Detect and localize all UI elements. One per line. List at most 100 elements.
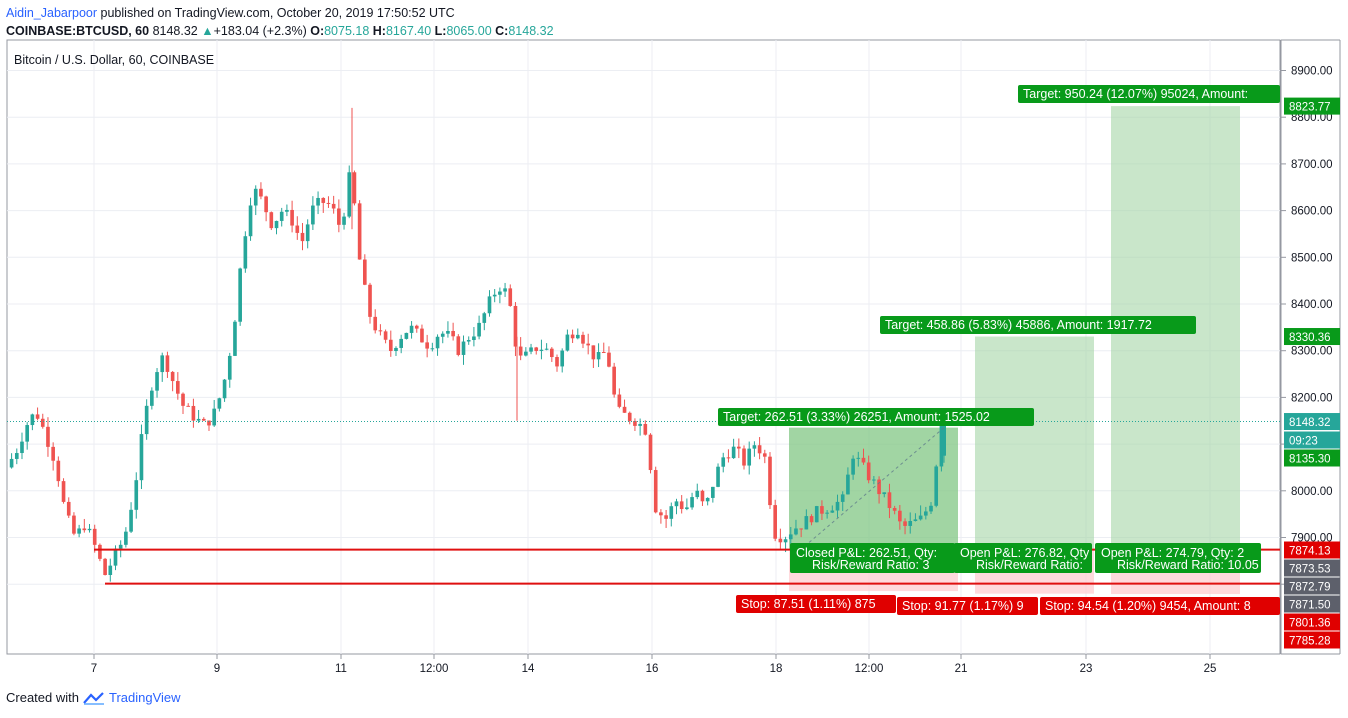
candle-body: [347, 172, 352, 217]
candle-body: [363, 259, 367, 285]
candle-body: [778, 538, 783, 543]
y-tick-label: 8600.00: [1291, 206, 1333, 218]
price-axis-label-text: 8330.36: [1289, 332, 1331, 344]
price-axis-label-bg: [1284, 328, 1340, 346]
candle-body: [440, 333, 445, 337]
candle-body: [373, 316, 378, 331]
candle-body: [939, 426, 944, 467]
candle-body: [259, 188, 263, 197]
candle-body: [664, 515, 668, 519]
candle-body: [295, 225, 300, 233]
stop-label-bg: [897, 597, 1038, 615]
candle-body: [201, 418, 206, 421]
change-arrow-icon: ▲: [201, 24, 214, 38]
price-axis-label-text: 09:23: [1289, 436, 1318, 448]
candle-body: [274, 220, 279, 229]
price-axis-label-text: 7871.50: [1289, 600, 1331, 612]
pnl-box: Closed P&L: 262.51, Qty:Risk/Reward Rati…: [790, 543, 955, 573]
candle-body: [129, 509, 133, 532]
footer: Created with TradingView: [6, 690, 181, 705]
candle-body: [420, 328, 424, 343]
y-tick-label: 8700.00: [1291, 159, 1333, 171]
candle-body: [861, 457, 866, 463]
candle-body: [9, 458, 14, 468]
candle-body: [882, 492, 887, 495]
price-axis-label: 7872.79: [1284, 577, 1340, 595]
candle-body: [227, 355, 232, 380]
candle-body: [575, 334, 580, 339]
candle-body: [539, 349, 544, 351]
y-tick-label: 8900.00: [1291, 66, 1333, 78]
y-tick-label: 8000.00: [1291, 486, 1333, 498]
candle-body: [550, 348, 554, 358]
chart-header: Aidin_Jabarpoor published on TradingView…: [6, 4, 554, 40]
high-value: 8167.40: [385, 24, 432, 38]
x-tick-label: 18: [770, 663, 783, 675]
candle-body: [679, 501, 684, 510]
target-label-text: Target: 950.24 (12.07%) 95024, Amount:: [1023, 87, 1248, 101]
stop-label-text: Stop: 87.51 (1.11%) 875: [741, 597, 876, 611]
publish-line: Aidin_Jabarpoor published on TradingView…: [6, 4, 554, 22]
author-link[interactable]: Aidin_Jabarpoor: [6, 6, 98, 20]
symbol-label: COINBASE:BTCUSD, 60: [6, 24, 150, 38]
candle-body: [98, 544, 102, 559]
chart-title: Bitcoin / U.S. Dollar, 60, COINBASE: [14, 53, 214, 67]
candle-body: [856, 457, 861, 459]
rr-text: Risk/Reward Ratio: 10.05: [1117, 558, 1259, 572]
candle-body: [601, 352, 606, 354]
candle-body: [352, 172, 357, 204]
profit-zone: [789, 427, 958, 551]
candle-body: [529, 347, 533, 352]
target-label-bg: [1018, 85, 1280, 103]
candle-body: [113, 548, 118, 566]
candle-body: [290, 209, 294, 226]
target-label-text: Target: 458.86 (5.83%) 45886, Amount: 19…: [885, 318, 1152, 332]
candle-body: [685, 507, 689, 510]
candle-body: [446, 330, 450, 334]
candle-body: [77, 528, 81, 534]
candle-body: [762, 453, 767, 457]
candle-body: [591, 345, 596, 360]
candle-body: [92, 528, 97, 545]
pnl-text: Open P&L: 274.79, Qty: 2: [1101, 546, 1244, 560]
stop-label-bg: [736, 595, 896, 613]
candle-body: [150, 390, 154, 406]
price-axis-label: 09:23: [1284, 431, 1340, 449]
price-change: +183.04 (+2.3%): [213, 24, 307, 38]
pnl-text: Open P&L: 276.82, Qty: [960, 546, 1090, 560]
candle-body: [482, 313, 487, 323]
candle-body: [181, 393, 185, 406]
tradingview-brand-link[interactable]: TradingView: [108, 690, 181, 705]
candle-body: [612, 366, 616, 395]
candle-body: [560, 350, 565, 367]
candle-body: [934, 466, 939, 506]
candle-body: [908, 520, 913, 526]
price-axis-label-text: 7874.13: [1289, 546, 1331, 558]
candle-body: [155, 372, 159, 391]
candle-body: [404, 332, 409, 339]
candle-body: [118, 544, 123, 549]
candle-body: [456, 336, 461, 355]
target-label-text: Target: 262.51 (3.33%) 26251, Amount: 15…: [723, 410, 990, 424]
x-tick-label: 16: [646, 663, 659, 675]
candle-body: [61, 481, 66, 502]
price-axis-label: 8135.30: [1284, 449, 1340, 467]
x-tick-label: 12:00: [420, 663, 449, 675]
candle-body: [544, 348, 549, 350]
stop-label: Stop: 94.54 (1.20%) 9454, Amount: 8: [1040, 597, 1280, 615]
candle-body: [337, 208, 341, 225]
candle-body: [866, 462, 871, 481]
candle-body: [269, 212, 274, 229]
candle-body: [498, 291, 502, 295]
candle-body: [409, 325, 414, 333]
candle-body: [565, 334, 570, 351]
candle-body: [508, 288, 513, 306]
candle-body: [851, 458, 855, 475]
x-tick-label: 25: [1204, 663, 1217, 675]
candle-body: [414, 325, 419, 329]
candle-body: [716, 466, 720, 487]
candle-body: [342, 216, 346, 225]
candle-body: [357, 203, 362, 260]
